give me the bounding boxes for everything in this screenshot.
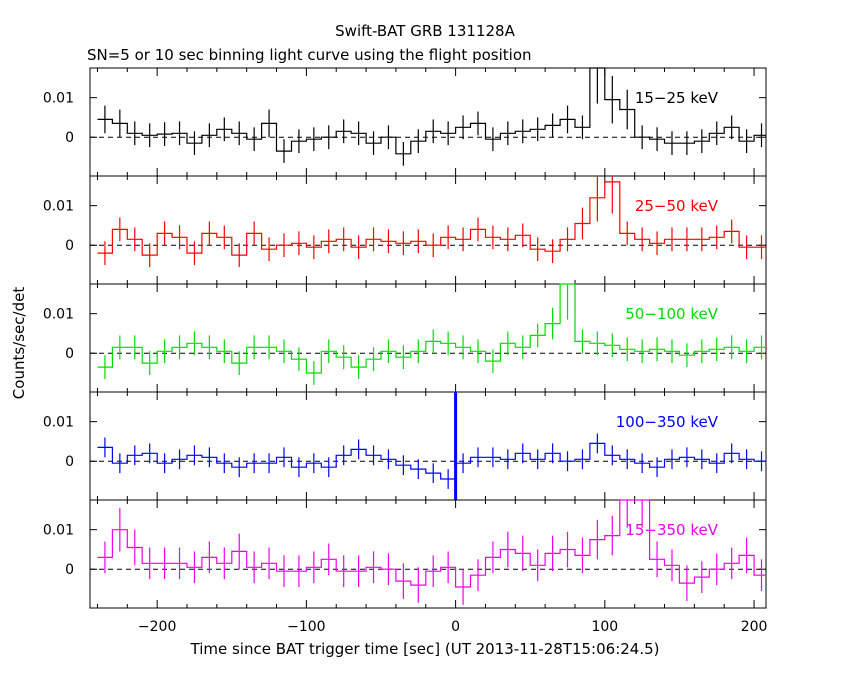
panel-1: 0 0.01 25−50 keV <box>43 175 767 285</box>
y-tick-label: 0 <box>65 562 74 578</box>
y-axis-label: Counts/sec/det <box>10 287 28 400</box>
series-line <box>97 67 766 155</box>
y-tick-label: 0.01 <box>43 415 74 431</box>
series-line <box>97 499 766 588</box>
x-tick-label: 200 <box>741 619 768 635</box>
band-label: 100−350 keV <box>616 413 719 431</box>
y-tick-label: 0 <box>65 130 74 146</box>
chart-subtitle: SN=5 or 10 sec binning light curve using… <box>87 46 532 64</box>
panel-frame <box>89 175 767 285</box>
series-line <box>97 442 766 480</box>
y-tick-label: 0 <box>65 346 74 362</box>
panel-3: 0 0.01 100−350 keV <box>43 391 767 501</box>
series-line <box>97 283 766 374</box>
y-tick-label: 0.01 <box>43 523 74 539</box>
panel-frame <box>89 67 767 177</box>
x-tick-label: 100 <box>591 619 618 635</box>
y-tick-label: 0.01 <box>43 199 74 215</box>
y-tick-label: 0 <box>65 454 74 470</box>
y-tick-label: 0 <box>65 238 74 254</box>
chart-title: Swift-BAT GRB 131128A <box>335 22 515 40</box>
band-label: 25−50 keV <box>635 197 719 215</box>
x-tick-label: 0 <box>451 619 460 635</box>
panel-0: 0 0.01 15−25 keV <box>43 67 767 177</box>
band-label: 15−350 keV <box>625 521 718 539</box>
panel-4: 0 0.01 15−350 keV <box>43 499 767 609</box>
panel-frame <box>89 391 767 501</box>
x-axis-label: Time since BAT trigger time [sec] (UT 20… <box>190 640 660 658</box>
panel-frame <box>89 283 767 393</box>
series-line <box>97 181 766 256</box>
panel-2: 0 0.01 50−100 keV <box>43 283 767 393</box>
band-label: 15−25 keV <box>635 89 719 107</box>
band-label: 50−100 keV <box>625 305 718 323</box>
y-tick-label: 0.01 <box>43 307 74 323</box>
y-tick-label: 0.01 <box>43 91 74 107</box>
panels-group: 0 0.01 15−25 keV 0 0.01 25−50 keV 0 0.01 50−100 … <box>43 67 768 635</box>
x-tick-label: −100 <box>287 619 325 635</box>
x-tick-label: −200 <box>138 619 176 635</box>
panel-frame <box>89 499 767 609</box>
